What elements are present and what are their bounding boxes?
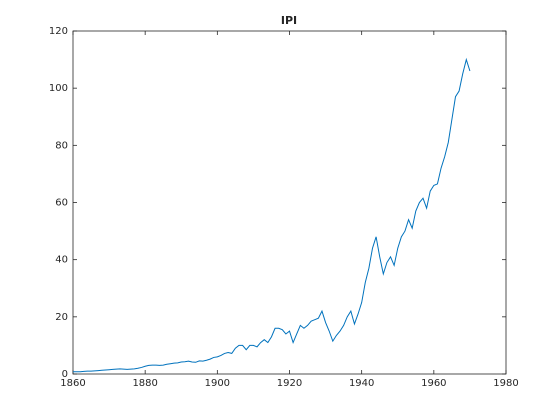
- x-tick-label: 1860: [60, 378, 85, 389]
- y-tick-label: 0: [62, 369, 68, 380]
- y-tick-label: 20: [55, 312, 68, 323]
- y-tick-label: 60: [55, 198, 68, 209]
- x-tick-label: 1920: [277, 378, 302, 389]
- y-tick-label: 120: [49, 26, 68, 37]
- x-tick-label: 1960: [421, 378, 446, 389]
- x-tick-label: 1900: [205, 378, 230, 389]
- chart-title: IPI: [281, 14, 297, 27]
- x-tick-label: 1880: [132, 378, 157, 389]
- y-tick-label: 40: [55, 255, 68, 266]
- line: [73, 57, 471, 373]
- y-tick-label: 100: [49, 83, 68, 94]
- y-tick-label: 80: [55, 140, 68, 151]
- x-tick-label: 1940: [349, 378, 374, 389]
- x-tick-label: 1980: [493, 378, 518, 389]
